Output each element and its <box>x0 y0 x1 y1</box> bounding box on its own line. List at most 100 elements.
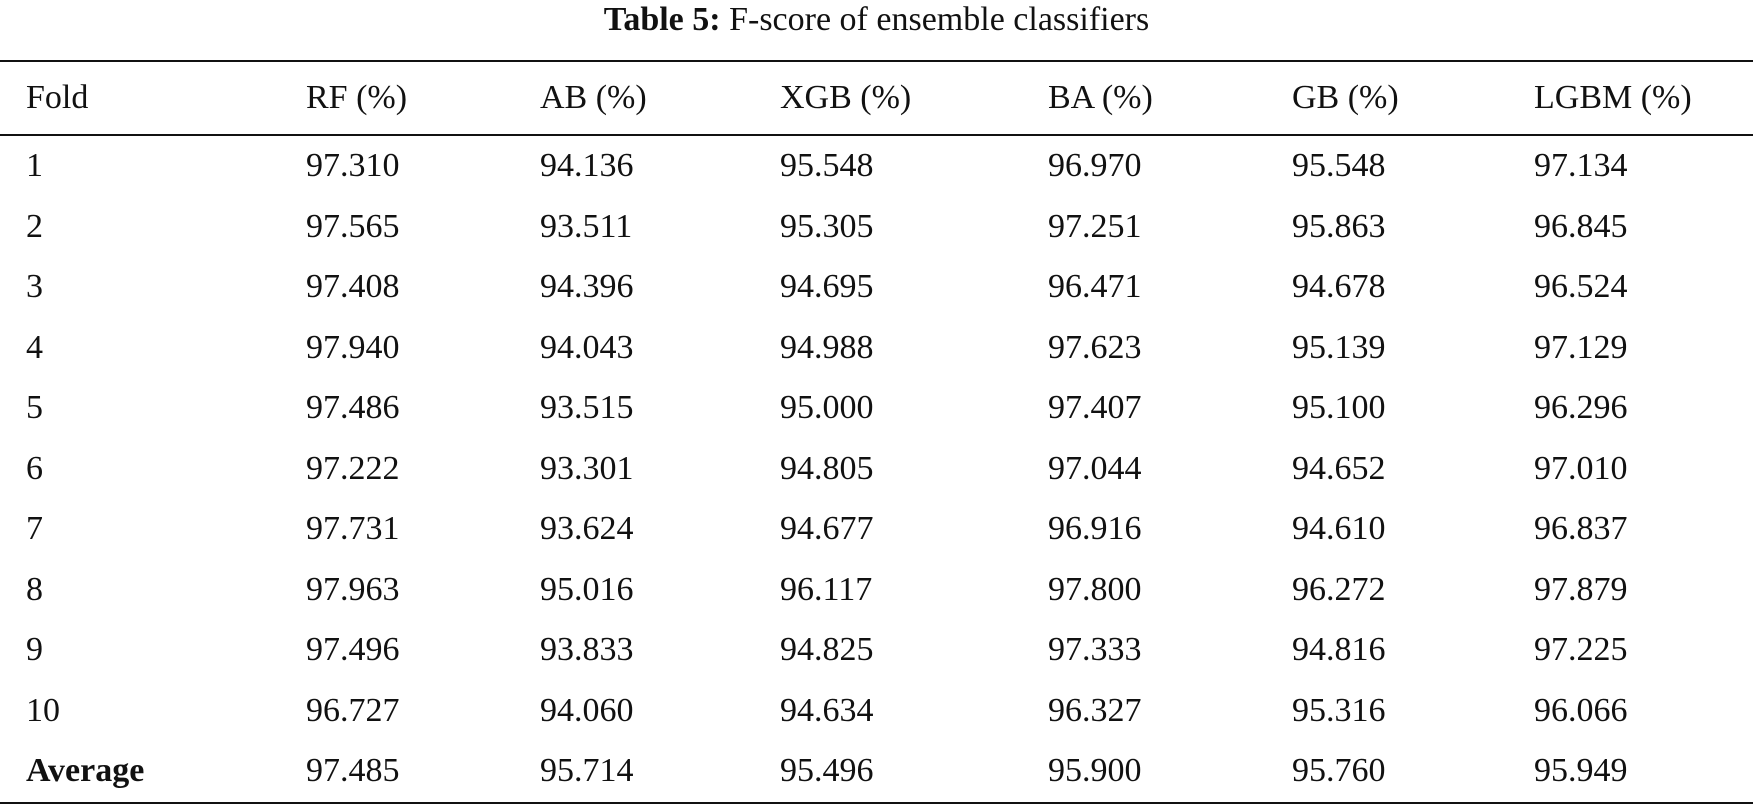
caption-label: Table 5: <box>603 1 721 38</box>
score-cell: 94.805 <box>780 449 874 487</box>
score-cell: 95.496 <box>780 752 874 790</box>
column-header: Fold <box>26 79 89 116</box>
score-cell: 94.610 <box>1292 510 1386 548</box>
score-cell: 95.548 <box>1292 147 1386 185</box>
fold-cell: 5 <box>26 389 43 427</box>
table-row: 4 97.940 94.043 94.988 97.623 95.139 97.129 <box>0 318 1753 379</box>
fold-cell: 9 <box>26 631 43 669</box>
column-header: GB (%) <box>1292 79 1399 116</box>
column-header: LGBM (%) <box>1534 79 1692 116</box>
score-cell: 96.296 <box>1534 389 1628 427</box>
score-cell: 97.485 <box>306 752 400 790</box>
score-cell: 95.305 <box>780 207 874 245</box>
table-header: Fold RF (%) AB (%) XGB (%) BA (%) GB (%) LGBM … <box>0 61 1753 135</box>
table-row: 5 97.486 93.515 95.000 97.407 95.100 96.296 <box>0 378 1753 439</box>
table-row: 10 96.727 94.060 94.634 96.327 95.316 96.066 <box>0 681 1753 742</box>
score-cell: 96.066 <box>1534 691 1628 729</box>
fold-cell: 1 <box>26 147 43 185</box>
score-cell: 95.760 <box>1292 752 1386 790</box>
column-header: RF (%) <box>306 79 408 116</box>
score-cell: 95.949 <box>1534 752 1628 790</box>
score-cell: 97.408 <box>306 268 400 306</box>
fold-cell: 7 <box>26 510 43 548</box>
score-cell: 96.471 <box>1048 268 1142 306</box>
score-cell: 96.837 <box>1534 510 1628 548</box>
score-cell: 97.010 <box>1534 449 1628 487</box>
table-row: 9 97.496 93.833 94.825 97.333 94.816 97.225 <box>0 620 1753 681</box>
score-cell: 97.496 <box>306 631 400 669</box>
score-cell: 97.044 <box>1048 449 1142 487</box>
score-cell: 95.316 <box>1292 691 1386 729</box>
score-cell: 94.652 <box>1292 449 1386 487</box>
score-cell: 97.879 <box>1534 570 1628 608</box>
table-row: 2 97.565 93.511 95.305 97.251 95.863 96.845 <box>0 197 1753 258</box>
table-row: 7 97.731 93.624 94.677 96.916 94.610 96.837 <box>0 499 1753 560</box>
score-cell: 93.624 <box>540 510 634 548</box>
column-header: BA (%) <box>1048 79 1153 116</box>
score-cell: 97.251 <box>1048 207 1142 245</box>
score-cell: 94.988 <box>780 328 874 366</box>
results-table-container: Fold RF (%) AB (%) XGB (%) BA (%) GB (%) LGBM … <box>0 60 1753 804</box>
score-cell: 97.800 <box>1048 570 1142 608</box>
fold-cell: 8 <box>26 570 43 608</box>
score-cell: 94.043 <box>540 328 634 366</box>
score-cell: 97.407 <box>1048 389 1142 427</box>
fold-cell: Average <box>26 752 145 790</box>
fold-cell: 4 <box>26 328 43 366</box>
score-cell: 96.727 <box>306 691 400 729</box>
score-cell: 94.396 <box>540 268 634 306</box>
score-cell: 93.511 <box>540 207 633 245</box>
score-cell: 94.678 <box>1292 268 1386 306</box>
score-cell: 97.623 <box>1048 328 1142 366</box>
score-cell: 97.222 <box>306 449 400 487</box>
score-cell: 94.634 <box>780 691 874 729</box>
score-cell: 95.139 <box>1292 328 1386 366</box>
fold-cell: 10 <box>26 691 60 729</box>
table-row: 6 97.222 93.301 94.805 97.044 94.652 97.010 <box>0 439 1753 500</box>
score-cell: 95.016 <box>540 570 634 608</box>
score-cell: 96.272 <box>1292 570 1386 608</box>
score-cell: 96.916 <box>1048 510 1142 548</box>
score-cell: 93.515 <box>540 389 634 427</box>
score-cell: 95.714 <box>540 752 634 790</box>
score-cell: 94.816 <box>1292 631 1386 669</box>
header-row: Fold RF (%) AB (%) XGB (%) BA (%) GB (%) LGBM … <box>0 61 1753 135</box>
f-score-table: Fold RF (%) AB (%) XGB (%) BA (%) GB (%) LGBM … <box>0 60 1753 804</box>
score-cell: 96.970 <box>1048 147 1142 185</box>
fold-cell: 3 <box>26 268 43 306</box>
score-cell: 94.695 <box>780 268 874 306</box>
score-cell: 95.863 <box>1292 207 1386 245</box>
score-cell: 97.129 <box>1534 328 1628 366</box>
caption-text: F-score of ensemble classifiers <box>729 1 1150 38</box>
score-cell: 94.060 <box>540 691 634 729</box>
score-cell: 94.825 <box>780 631 874 669</box>
score-cell: 97.565 <box>306 207 400 245</box>
score-cell: 95.100 <box>1292 389 1386 427</box>
table-row: 3 97.408 94.396 94.695 96.471 94.678 96.524 <box>0 257 1753 318</box>
score-cell: 96.327 <box>1048 691 1142 729</box>
score-cell: 96.117 <box>780 570 873 608</box>
score-cell: 97.310 <box>306 147 400 185</box>
table-caption: Table 5: F-score of ensemble classifiers <box>0 0 1753 46</box>
score-cell: 94.136 <box>540 147 634 185</box>
score-cell: 97.134 <box>1534 147 1628 185</box>
table-body: 1 97.310 94.136 95.548 96.970 95.548 97.134 2 97… <box>0 135 1753 803</box>
fold-cell: 2 <box>26 207 43 245</box>
score-cell: 97.963 <box>306 570 400 608</box>
table-row: 1 97.310 94.136 95.548 96.970 95.548 97.134 <box>0 135 1753 197</box>
score-cell: 95.548 <box>780 147 874 185</box>
table-row: 8 97.963 95.016 96.117 97.800 96.272 97.879 <box>0 560 1753 621</box>
fold-cell: 6 <box>26 449 43 487</box>
column-header: AB (%) <box>540 79 647 116</box>
score-cell: 96.845 <box>1534 207 1628 245</box>
column-header: XGB (%) <box>780 79 912 116</box>
score-cell: 97.731 <box>306 510 400 548</box>
score-cell: 94.677 <box>780 510 874 548</box>
table-row: Average 97.485 95.714 95.496 95.900 95.760 95.… <box>0 741 1753 803</box>
score-cell: 93.833 <box>540 631 634 669</box>
score-cell: 97.333 <box>1048 631 1142 669</box>
score-cell: 97.225 <box>1534 631 1628 669</box>
score-cell: 97.940 <box>306 328 400 366</box>
score-cell: 95.000 <box>780 389 874 427</box>
score-cell: 97.486 <box>306 389 400 427</box>
